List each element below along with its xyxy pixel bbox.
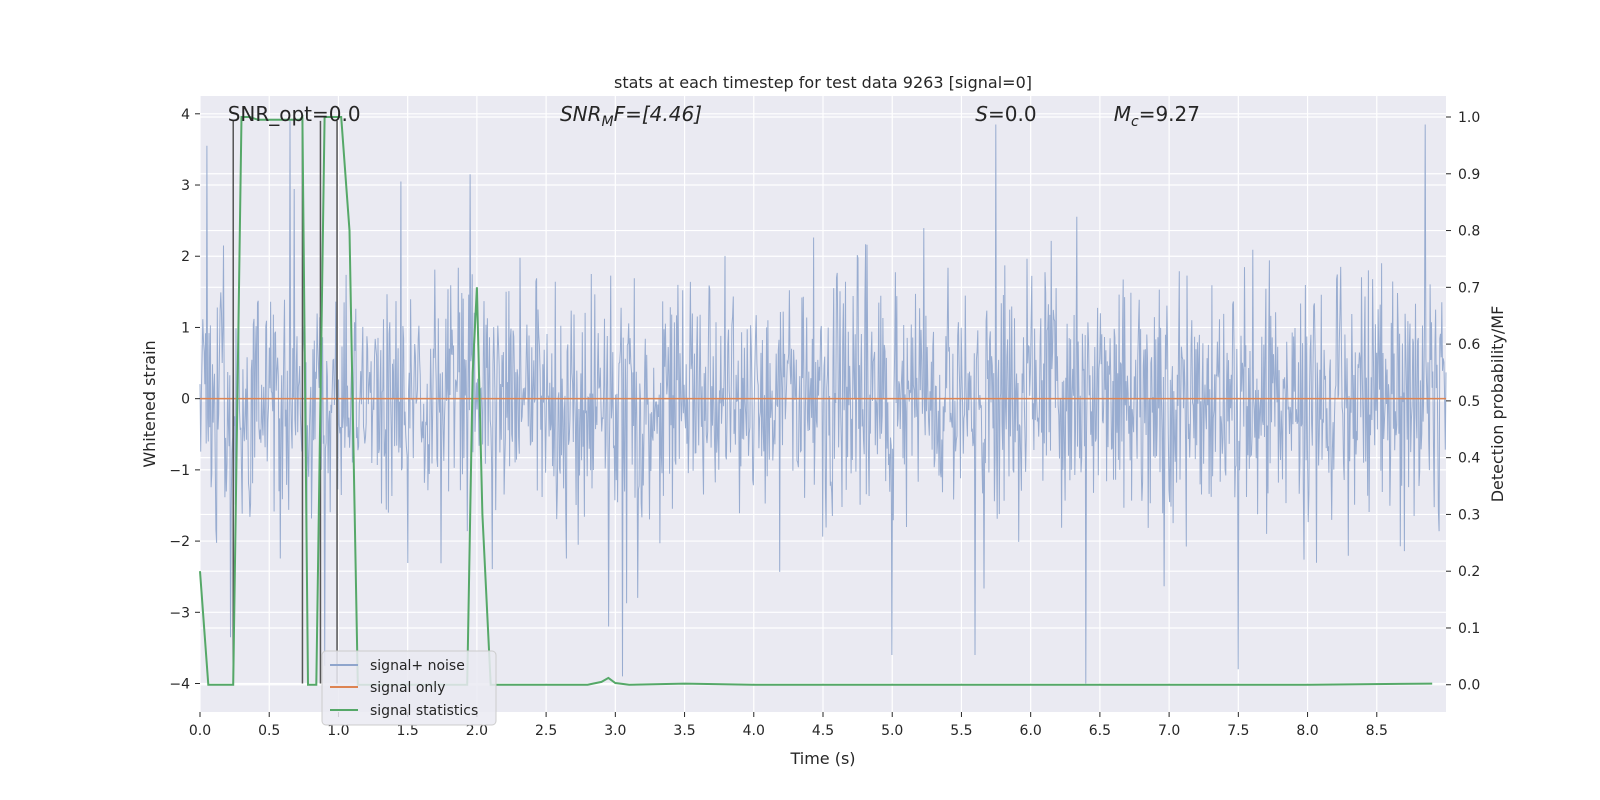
x-tick-label-12: 6.0 — [1020, 723, 1042, 739]
annotations: SNR_opt=0.0 SNRMF=[4.46] S=0.0 Mc=9.27 — [228, 102, 1200, 130]
annotation-mc-value-tail: =9.27 — [1139, 102, 1200, 126]
annotation-mc-value-sub: c — [1131, 114, 1139, 130]
y2-tick-labels: 0.0 0.1 0.2 0.3 0.4 0.5 0.6 0.7 0.8 0.9 1.0 — [1446, 110, 1480, 694]
annotation-snr-mf-tail: F=[4.46] — [614, 102, 702, 126]
annotation-s-value: S=0.0 — [975, 102, 1036, 126]
y-tick-label-1: −3 — [169, 605, 190, 621]
y2-tick-label-8: 0.8 — [1458, 224, 1480, 240]
legend: signal+ noise signal only signal statist… — [321, 650, 497, 726]
y2-tick-label-4: 0.4 — [1458, 451, 1480, 467]
signal-noise-line — [199, 120, 1447, 684]
x-tick-label-9: 4.5 — [812, 723, 834, 739]
y2-tick-label-9: 0.9 — [1458, 167, 1480, 183]
chart-title: stats at each timestep for test data 926… — [614, 73, 1032, 92]
x-tick-label-1: 0.5 — [258, 723, 280, 739]
y-tick-label-3: −1 — [169, 463, 190, 479]
annotation-mc-value: Mc=9.27 — [1114, 102, 1200, 130]
y2-tick-label-2: 0.2 — [1458, 564, 1480, 580]
x-tick-label-11: 5.5 — [950, 723, 972, 739]
annotation-mc-value-main: M — [1114, 102, 1131, 126]
x-tick-label-5: 2.5 — [535, 723, 557, 739]
annotation-s-value-tail: =0.0 — [988, 102, 1037, 126]
legend-label-signal-statistics: signal statistics — [370, 703, 478, 719]
y-tick-labels: −4 −3 −2 −1 0 1 2 3 4 — [169, 107, 200, 693]
x-axis-label: Time (s) — [789, 749, 855, 768]
x-tick-label-13: 6.5 — [1089, 723, 1111, 739]
x-tick-label-2: 1.0 — [327, 723, 349, 739]
legend-label-signal-noise: signal+ noise — [370, 658, 465, 674]
x-tick-label-3: 1.5 — [397, 723, 419, 739]
x-tick-label-0: 0.0 — [189, 723, 211, 739]
annotation-snr-mf-main: SNR — [560, 102, 602, 126]
x-tick-label-15: 7.5 — [1227, 723, 1249, 739]
y-tick-label-0: −4 — [169, 677, 190, 693]
legend-box — [321, 650, 497, 726]
y2-tick-label-10: 1.0 — [1458, 110, 1480, 126]
y2-tick-label-7: 0.7 — [1458, 280, 1480, 296]
x-tick-label-14: 7.0 — [1158, 723, 1180, 739]
annotation-s-value-main: S — [975, 102, 988, 126]
y-tick-label-8: 4 — [181, 107, 190, 123]
legend-label-signal-only: signal only — [370, 680, 445, 696]
y2-axis-label: Detection probability/MF — [1488, 306, 1507, 503]
y-tick-label-7: 3 — [181, 178, 190, 194]
x-tick-label-10: 5.0 — [881, 723, 903, 739]
annotation-snr-mf: SNRMF=[4.46] — [560, 102, 702, 130]
y-axis-label: Whitened strain — [140, 340, 159, 467]
x-tick-label-4: 2.0 — [466, 723, 488, 739]
annotation-snr-opt: SNR_opt=0.0 — [228, 102, 361, 126]
y2-tick-label-3: 0.3 — [1458, 507, 1480, 523]
y2-tick-label-0: 0.0 — [1458, 678, 1480, 694]
y-tick-label-4: 0 — [181, 392, 190, 408]
annotation-snr-opt-main: SNR_opt=0.0 — [228, 102, 361, 126]
x-tick-label-6: 3.0 — [604, 723, 626, 739]
x-tick-label-17: 8.5 — [1366, 723, 1388, 739]
x-tick-labels: 0.0 0.5 1.0 1.5 2.0 2.5 3.0 3.5 4.0 4.5 5.0 5.5 6.0 6… — [189, 712, 1388, 739]
y2-tick-label-1: 0.1 — [1458, 621, 1480, 637]
annotation-snr-mf-sub: M — [602, 114, 614, 130]
y-tick-label-2: −2 — [169, 534, 190, 550]
x-tick-label-8: 4.0 — [743, 723, 765, 739]
y2-tick-label-5: 0.5 — [1458, 394, 1480, 410]
x-tick-label-16: 8.0 — [1296, 723, 1318, 739]
y-tick-label-5: 1 — [181, 320, 190, 336]
y2-tick-label-6: 0.6 — [1458, 337, 1480, 353]
signal-noise-series — [199, 120, 1447, 684]
x-tick-label-7: 3.5 — [673, 723, 695, 739]
y-tick-label-6: 2 — [181, 249, 190, 265]
